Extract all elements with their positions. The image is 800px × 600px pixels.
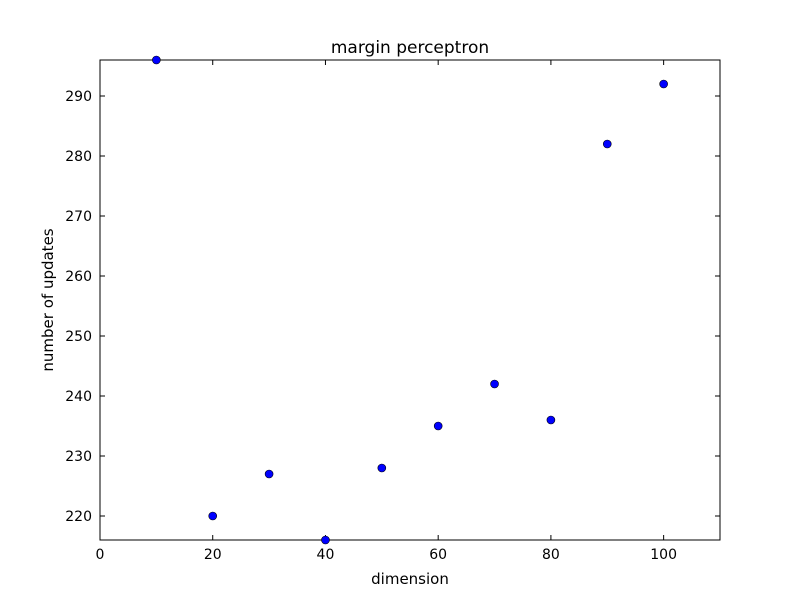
- data-point: [659, 79, 668, 89]
- data-point: [602, 139, 612, 149]
- x-axis-label: dimension: [371, 570, 449, 588]
- data-point: [152, 55, 161, 65]
- data-point: [377, 463, 387, 473]
- y-tick-label: 240: [65, 389, 92, 405]
- y-tick-label: 270: [65, 209, 92, 225]
- x-tick-label: 0: [96, 547, 105, 563]
- data-point: [433, 421, 443, 431]
- y-tick-label: 280: [65, 149, 92, 165]
- y-tick-label: 290: [65, 89, 92, 105]
- x-tick-label: 40: [317, 547, 335, 563]
- chart-title: margin perceptron: [331, 38, 489, 58]
- y-tick-label: 220: [65, 509, 92, 525]
- data-point: [490, 379, 499, 389]
- data-point: [546, 415, 556, 425]
- y-axis-label: number of updates: [39, 228, 57, 371]
- x-tick-label: 20: [204, 547, 222, 563]
- data-point: [264, 469, 274, 479]
- x-tick-label: 60: [429, 547, 447, 563]
- y-tick-label: 250: [65, 329, 92, 345]
- data-point: [321, 535, 330, 545]
- x-tick-label: 100: [650, 547, 677, 563]
- y-tick-label: 230: [65, 449, 92, 465]
- data-point: [208, 511, 218, 521]
- y-tick-label: 260: [65, 269, 92, 285]
- plot-area: 0 20 40 60 80 100 220 230 240 250 260 270 280 290: [65, 55, 721, 563]
- plot-frame: [99, 59, 721, 541]
- x-tick-label: 80: [542, 547, 560, 563]
